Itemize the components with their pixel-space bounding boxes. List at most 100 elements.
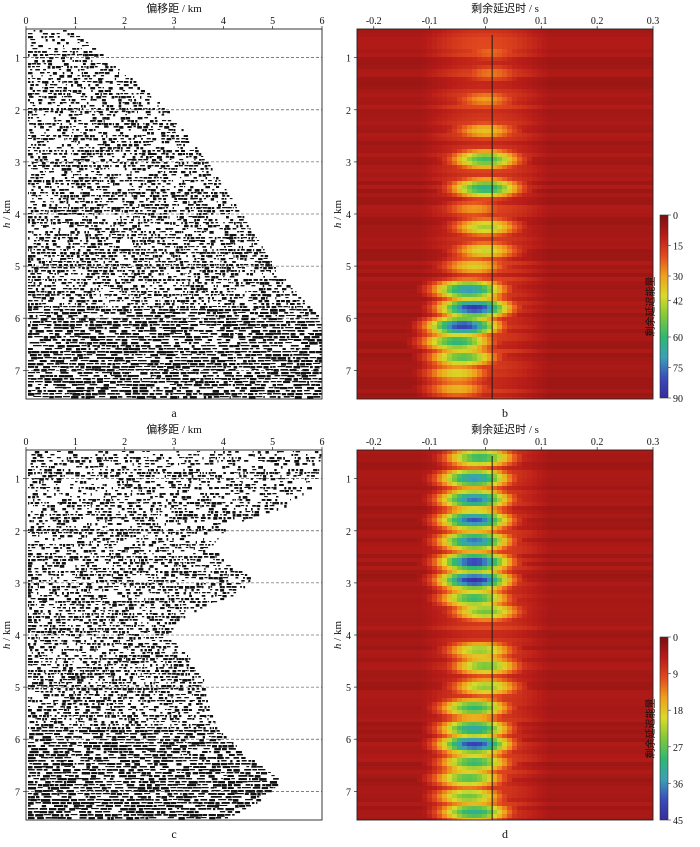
heat-cell [472, 193, 478, 198]
heat-cell [577, 69, 583, 74]
heat-cell [472, 137, 478, 142]
heat-cell [462, 269, 468, 274]
heat-cell [432, 341, 438, 346]
heat-cell [642, 225, 648, 230]
heat-cell [567, 37, 573, 42]
heat-cell [522, 57, 528, 62]
heat-cell [642, 117, 648, 122]
heat-cell [587, 345, 593, 350]
heat-cell [622, 185, 628, 190]
heat-cell [587, 193, 593, 198]
heat-cell [512, 37, 518, 42]
heat-cell [562, 221, 568, 226]
heat-cell [507, 117, 513, 122]
heat-cell [492, 41, 498, 46]
heat-cell [537, 257, 543, 262]
heat-cell [442, 333, 448, 338]
heat-cell [392, 137, 398, 142]
heat-cell [507, 333, 513, 338]
heat-cell [512, 249, 518, 254]
heat-cell [562, 177, 568, 182]
heat-cell [492, 217, 498, 222]
heat-cell [647, 113, 653, 118]
heat-cell [622, 49, 628, 54]
heat-cell [522, 325, 528, 330]
heat-cell [397, 357, 403, 362]
heat-cell [497, 221, 503, 226]
heat-cell [482, 345, 488, 350]
heat-cell [632, 117, 638, 122]
heat-cell [447, 109, 453, 114]
heat-cell [382, 357, 388, 362]
heat-cell [392, 85, 398, 90]
heat-cell [402, 141, 408, 146]
heat-cell [647, 349, 653, 354]
heat-cell [452, 37, 458, 42]
heat-cell [557, 293, 563, 298]
heat-cell [507, 241, 513, 246]
heat-cell [442, 249, 448, 254]
heat-cell [437, 177, 443, 182]
heat-cell [522, 249, 528, 254]
heat-cell [622, 85, 628, 90]
heat-cell [392, 93, 398, 98]
heat-cell [597, 33, 603, 38]
heat-cell [472, 113, 478, 118]
heat-cell [437, 37, 443, 42]
heat-cell [607, 317, 613, 322]
heat-cell [632, 273, 638, 278]
heat-cell [627, 109, 633, 114]
heat-cell [587, 57, 593, 62]
heat-cell [562, 37, 568, 42]
heat-cell [482, 353, 488, 358]
heat-cell [532, 93, 538, 98]
heat-cell [497, 129, 503, 134]
heat-cell [472, 305, 478, 310]
heat-cell [622, 109, 628, 114]
heat-cell [562, 145, 568, 150]
heat-cell [357, 345, 363, 350]
heat-cell [372, 353, 378, 358]
heat-cell [432, 145, 438, 150]
heat-cell [362, 77, 368, 82]
heat-cell [492, 185, 498, 190]
heat-cell [607, 281, 613, 286]
heat-cell [417, 161, 423, 166]
heat-cell [637, 177, 643, 182]
heat-cell [592, 293, 598, 298]
heat-cell [402, 45, 408, 50]
heat-cell [372, 241, 378, 246]
heat-cell [407, 137, 413, 142]
heat-cell [552, 169, 558, 174]
heat-cell [412, 33, 418, 38]
heat-cell [602, 49, 608, 54]
heat-cell [447, 101, 453, 106]
heat-cell [397, 345, 403, 350]
heat-cell [572, 137, 578, 142]
heat-cell [562, 157, 568, 162]
heat-cell [587, 313, 593, 318]
heat-cell [492, 113, 498, 118]
heat-cell [612, 81, 618, 86]
heat-cell [407, 213, 413, 218]
heat-cell [462, 77, 468, 82]
heat-cell [527, 337, 533, 342]
heat-cell [562, 117, 568, 122]
heat-cell [577, 121, 583, 126]
heat-cell [562, 297, 568, 302]
heat-cell [582, 89, 588, 94]
heat-cell [532, 349, 538, 354]
heat-cell [402, 165, 408, 170]
heat-cell [547, 109, 553, 114]
heat-cell [572, 105, 578, 110]
heat-cell [362, 73, 368, 78]
heat-cell [497, 289, 503, 294]
heat-cell [417, 209, 423, 214]
heat-cell [582, 329, 588, 334]
heat-cell [497, 229, 503, 234]
heat-cell [377, 213, 383, 218]
heat-cell [522, 213, 528, 218]
heat-cell [547, 73, 553, 78]
heat-cell [527, 181, 533, 186]
heat-cell [557, 309, 563, 314]
